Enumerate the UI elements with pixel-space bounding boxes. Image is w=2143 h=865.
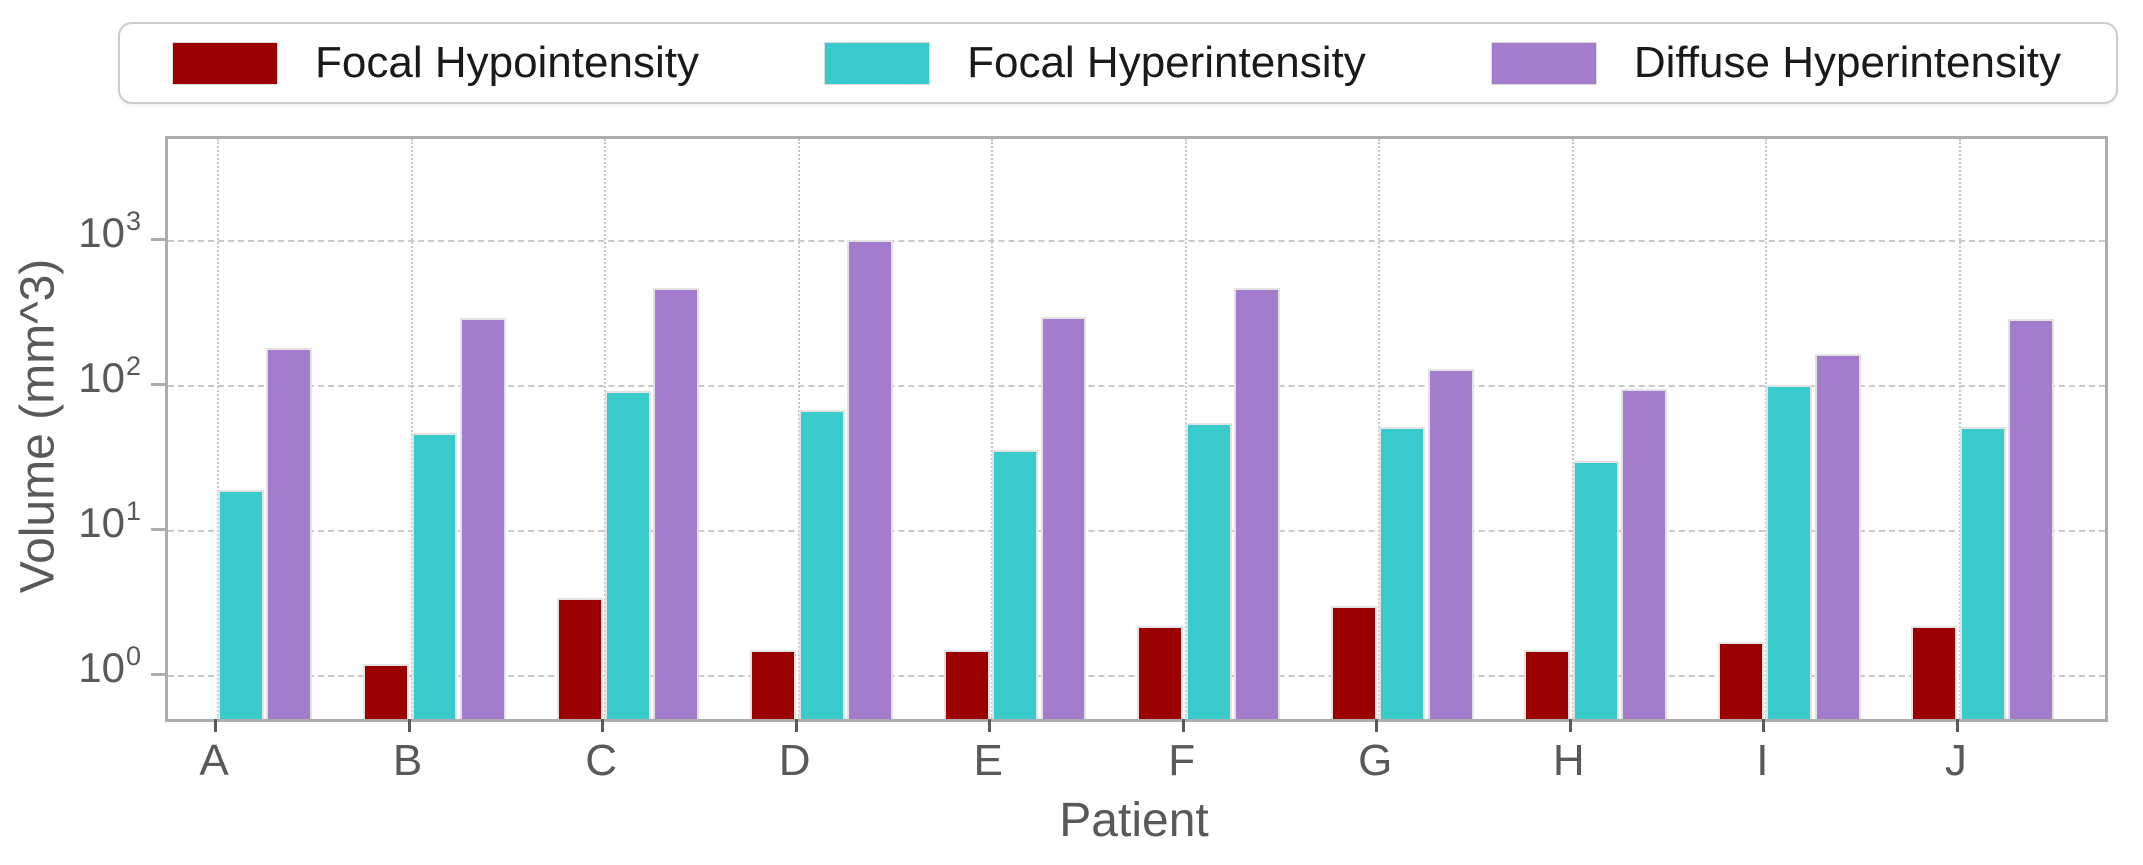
- y-tick-mark-10e1: [151, 528, 165, 532]
- x-tick-label-A: A: [199, 736, 229, 785]
- x-tick-mark-B: [407, 719, 411, 732]
- y-tick-mark-10e2: [151, 383, 165, 387]
- bar-focal-hypointensity-C: [556, 598, 603, 719]
- h-gridline-10e3: [168, 240, 2105, 243]
- bar-focal-hypointensity-H: [1524, 649, 1571, 719]
- legend-item-focal-hyperintensity: Focal Hyperintensity: [824, 38, 1366, 88]
- bar-focal-hyperintensity-J: [1959, 426, 2006, 719]
- x-tick-label-H: H: [1552, 736, 1585, 785]
- legend-item-diffuse-hyperintensity: Diffuse Hyperintensity: [1490, 38, 2061, 88]
- x-tick-label-C: C: [585, 736, 617, 785]
- legend-item-focal-hypointensity: Focal Hypointensity: [172, 38, 699, 88]
- bar-diffuse-hyperintensity-B: [459, 318, 506, 719]
- bar-focal-hyperintensity-H: [1572, 461, 1619, 719]
- x-tick-mark-J: [1955, 719, 1959, 732]
- x-tick-label-J: J: [1944, 736, 1967, 785]
- bar-focal-hypointensity-F: [1137, 625, 1184, 719]
- x-tick-mark-E: [988, 719, 992, 732]
- bar-focal-hypointensity-D: [750, 649, 797, 719]
- x-tick-label-F: F: [1168, 736, 1196, 785]
- y-tick-label-10e0: 100: [78, 641, 141, 692]
- legend-label-focal-hypointensity: Focal Hypointensity: [315, 38, 699, 87]
- legend-label-diffuse-hyperintensity: Diffuse Hyperintensity: [1633, 38, 2061, 87]
- y-tick-label-10e1: 101: [78, 496, 141, 547]
- y-tick-label-10e2: 102: [78, 351, 141, 402]
- h-gridline-10e0: [168, 675, 2105, 678]
- bar-focal-hyperintensity-E: [992, 449, 1039, 719]
- x-tick-label-G: G: [1358, 736, 1393, 785]
- bar-focal-hyperintensity-F: [1185, 423, 1232, 719]
- bar-focal-hyperintensity-C: [605, 390, 651, 719]
- x-tick-mark-H: [1568, 719, 1572, 732]
- legend-label-focal-hyperintensity: Focal Hyperintensity: [967, 38, 1366, 87]
- legend-swatch-focal-hyperintensity: [824, 41, 931, 85]
- bar-focal-hypointensity-G: [1330, 606, 1377, 719]
- bar-focal-hyperintensity-I: [1766, 385, 1813, 719]
- bar-diffuse-hyperintensity-J: [2008, 319, 2055, 719]
- bar-focal-hypointensity-J: [1911, 625, 1958, 719]
- bar-focal-hypointensity-I: [1717, 641, 1764, 719]
- x-tick-mark-F: [1181, 719, 1185, 732]
- bar-diffuse-hyperintensity-I: [1814, 353, 1861, 719]
- y-tick-label-10e3: 103: [78, 206, 141, 257]
- h-gridline-10e1: [168, 530, 2105, 533]
- bar-diffuse-hyperintensity-D: [847, 240, 893, 719]
- y-tick-mark-10e3: [151, 238, 165, 242]
- bar-focal-hypointensity-B: [363, 663, 410, 719]
- v-gridline-E: [991, 139, 994, 719]
- bar-diffuse-hyperintensity-E: [1040, 317, 1087, 719]
- bar-diffuse-hyperintensity-A: [266, 348, 313, 719]
- x-tick-label-E: E: [973, 736, 1003, 785]
- v-gridline-H: [1571, 139, 1574, 719]
- legend-swatch-diffuse-hyperintensity: [1490, 41, 1597, 85]
- x-tick-label-I: I: [1756, 736, 1769, 785]
- bar-focal-hyperintensity-B: [411, 432, 458, 719]
- chart-legend: Focal Hypointensity Focal Hyperintensity…: [118, 22, 2118, 104]
- x-tick-label-B: B: [392, 736, 423, 785]
- bar-diffuse-hyperintensity-F: [1234, 287, 1280, 719]
- bar-focal-hypointensity-E: [943, 649, 990, 719]
- x-tick-mark-I: [1762, 719, 1766, 732]
- bar-focal-hyperintensity-G: [1379, 426, 1426, 719]
- bar-focal-hyperintensity-A: [218, 489, 264, 719]
- x-axis-label: Patient: [1059, 794, 1209, 847]
- v-gridline-A: [217, 139, 219, 719]
- x-tick-mark-C: [601, 719, 605, 732]
- x-tick-mark-A: [214, 719, 217, 732]
- plot-area: [165, 136, 2108, 722]
- v-gridline-B: [410, 139, 413, 719]
- bar-diffuse-hyperintensity-H: [1621, 388, 1668, 719]
- x-tick-mark-G: [1375, 719, 1379, 732]
- bar-diffuse-hyperintensity-C: [653, 287, 700, 719]
- x-tick-mark-D: [794, 719, 798, 732]
- legend-swatch-focal-hypointensity: [172, 41, 278, 85]
- x-tick-label-D: D: [778, 736, 811, 785]
- bar-focal-hyperintensity-D: [798, 409, 845, 719]
- bar-diffuse-hyperintensity-G: [1427, 368, 1474, 719]
- y-tick-mark-10e0: [151, 673, 165, 677]
- h-gridline-10e2: [168, 385, 2105, 388]
